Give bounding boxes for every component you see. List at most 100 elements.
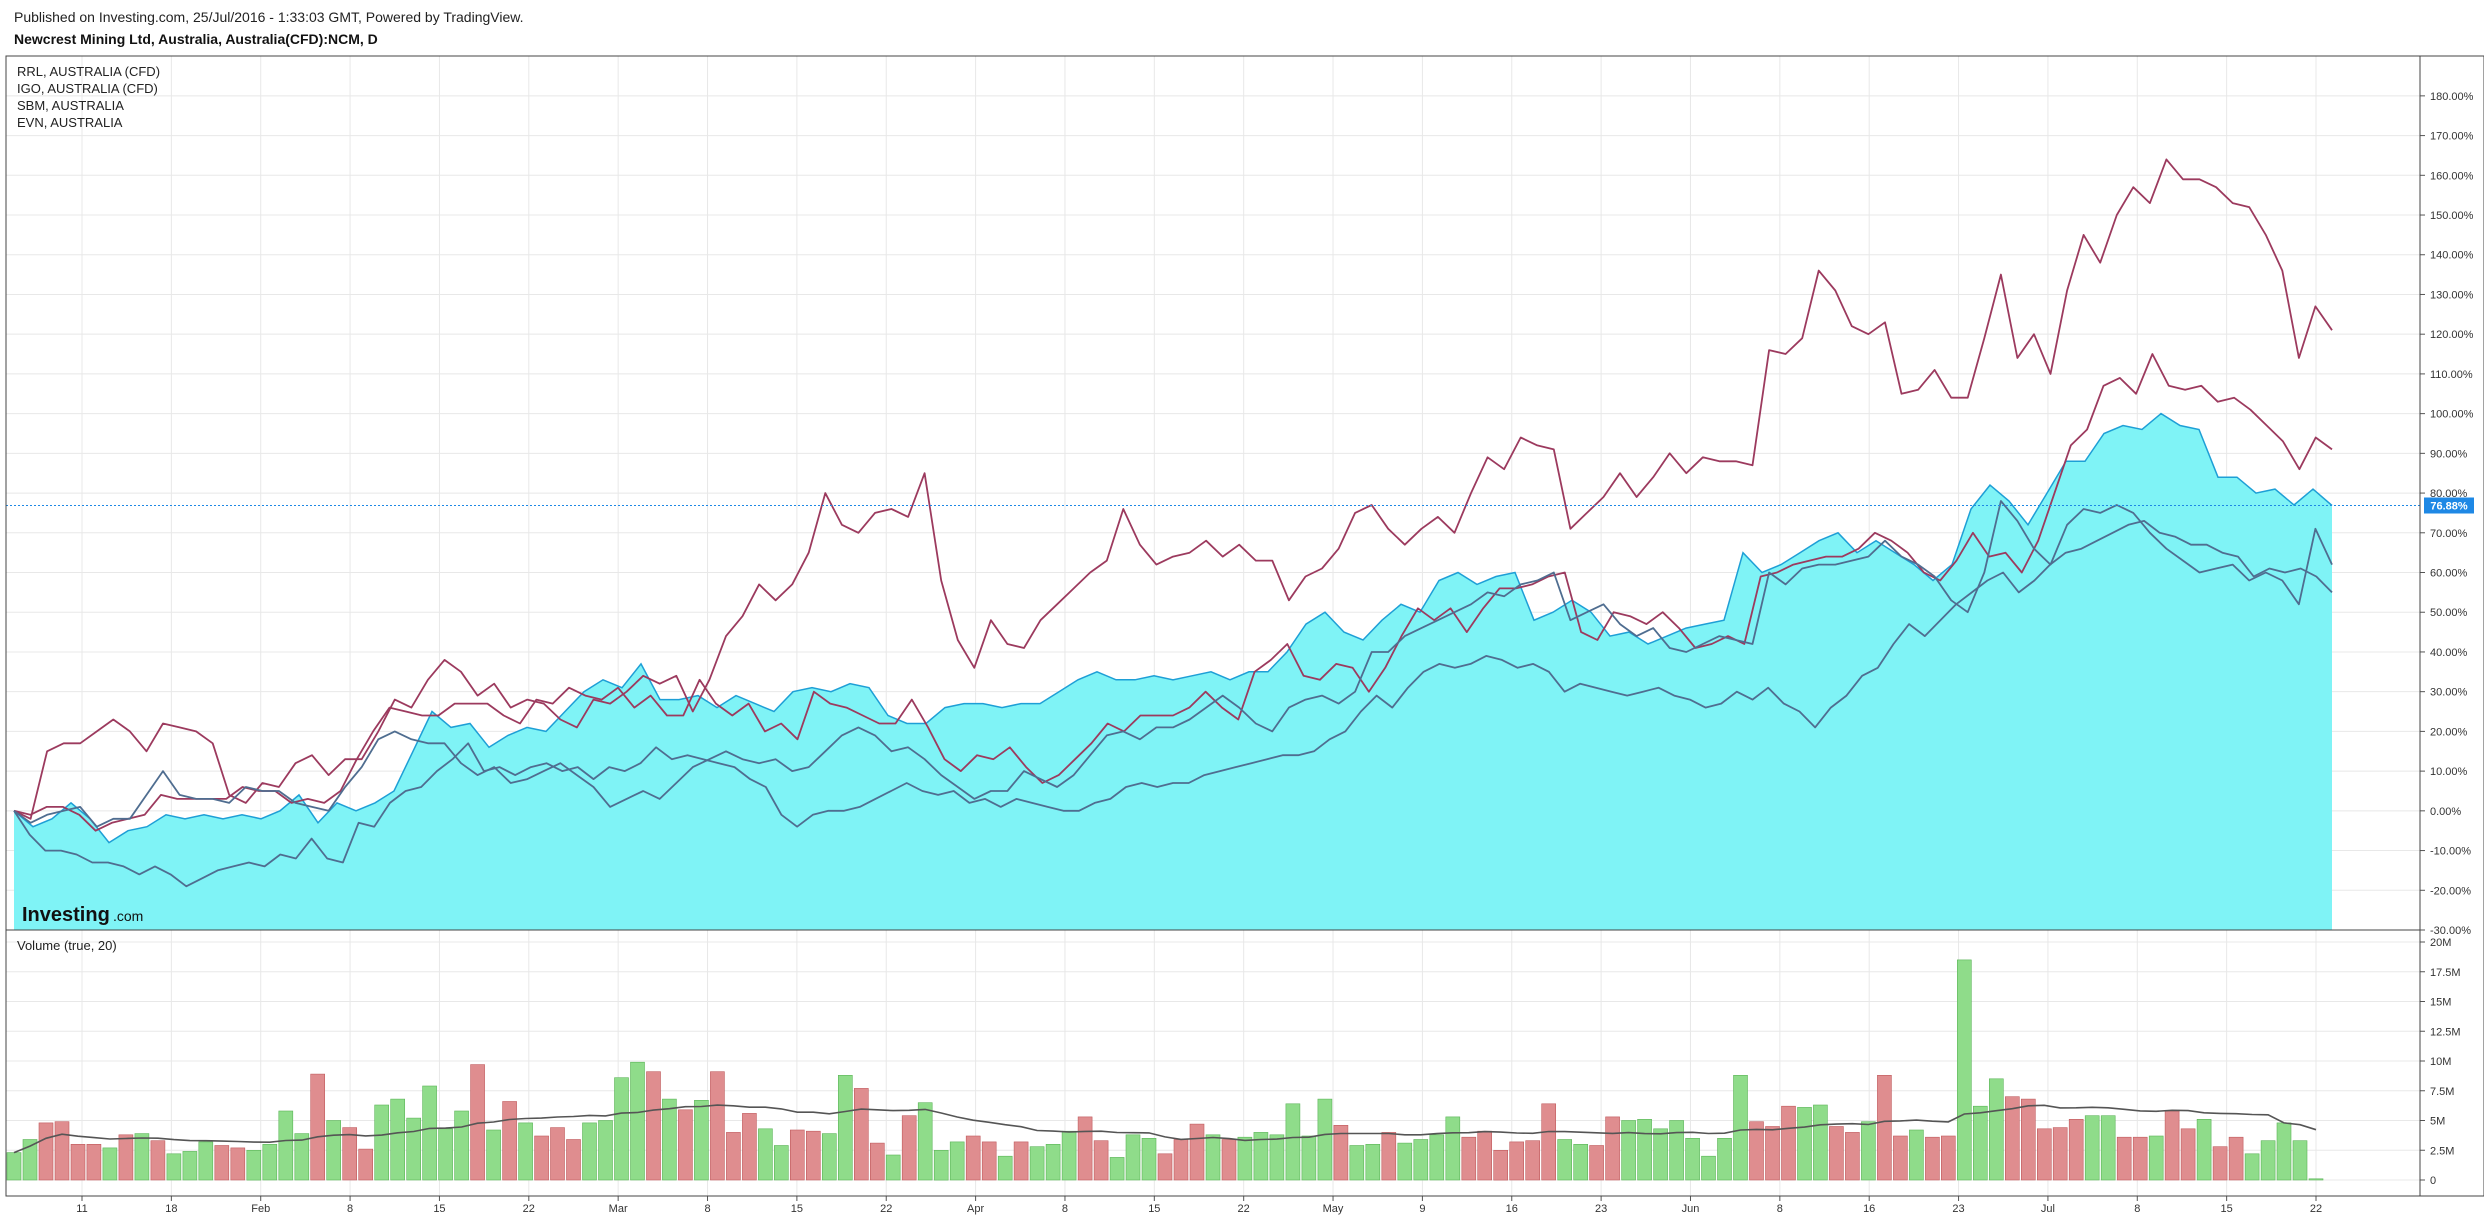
volume-bar — [1269, 1134, 1285, 1181]
price-tick-label: 110.00% — [2430, 369, 2473, 381]
volume-bar — [1477, 1130, 1492, 1181]
volume-bar — [885, 1154, 901, 1181]
volume-bar — [422, 1085, 437, 1181]
volume-bar — [278, 1110, 294, 1181]
chart-header: Published on Investing.com, 25/Jul/2016 … — [14, 6, 2414, 50]
volume-bar — [70, 1144, 86, 1181]
volume-bar — [342, 1127, 358, 1181]
volume-bar — [1557, 1139, 1572, 1181]
time-tick-label: 23 — [1952, 1203, 1964, 1215]
price-tick-label: 40.00% — [2430, 647, 2468, 659]
time-tick-label: 15 — [433, 1203, 445, 1215]
volume-bar — [742, 1113, 757, 1181]
area-fill — [14, 413, 2332, 931]
volume-bar — [678, 1109, 693, 1181]
volume-bar — [1205, 1134, 1221, 1181]
volume-bar — [1093, 1140, 1109, 1181]
price-tick-label: -10.00% — [2430, 846, 2471, 858]
y-axis-frame — [2419, 55, 2484, 1197]
volume-tick-label: 5M — [2430, 1116, 2445, 1128]
volume-bar — [2244, 1153, 2260, 1181]
time-tick-label: 22 — [1238, 1203, 1250, 1215]
volume-bar — [534, 1135, 549, 1181]
price-tick-label: 120.00% — [2430, 329, 2474, 341]
volume-bars — [6, 959, 2324, 1181]
volume-bar — [2132, 1136, 2148, 1181]
price-tick-label: 130.00% — [2430, 289, 2474, 301]
price-tick-label: 60.00% — [2430, 568, 2468, 580]
volume-tick-label: 17.5M — [2430, 967, 2461, 979]
volume-bar — [262, 1144, 278, 1181]
volume-bar — [2164, 1110, 2180, 1181]
volume-bar — [1829, 1126, 1844, 1181]
time-tick-label: 8 — [347, 1203, 353, 1215]
volume-tick-label: 10M — [2430, 1056, 2451, 1068]
volume-bar — [1237, 1136, 1253, 1181]
volume-bar — [758, 1128, 773, 1181]
time-tick-label: 8 — [1777, 1203, 1783, 1215]
volume-bar — [2116, 1136, 2132, 1181]
volume-bar — [1125, 1134, 1141, 1181]
volume-bar — [22, 1139, 38, 1181]
volume-bar — [1749, 1121, 1764, 1181]
legend-item-0: RRL, AUSTRALIA (CFD) — [17, 64, 160, 79]
volume-bar — [1765, 1126, 1780, 1181]
comparison-lines — [6, 158, 2420, 888]
time-tick-label: 22 — [523, 1203, 535, 1215]
volume-tick-label: 12.5M — [2430, 1026, 2461, 1038]
volume-bar — [1941, 1135, 1956, 1181]
volume-bar — [2100, 1115, 2116, 1181]
volume-bar — [134, 1133, 150, 1181]
volume-bar — [406, 1117, 422, 1181]
volume-bar — [1893, 1135, 1908, 1181]
published-line: Published on Investing.com, 25/Jul/2016 … — [14, 9, 524, 25]
volume-bar — [1845, 1132, 1860, 1181]
time-tick-label: 16 — [1506, 1203, 1518, 1215]
time-tick-label: May — [1323, 1203, 1344, 1215]
volume-bar — [2228, 1136, 2244, 1181]
price-tick-label: 10.00% — [2430, 766, 2468, 778]
volume-bar — [294, 1133, 310, 1181]
time-tick-label: Apr — [967, 1203, 984, 1215]
volume-bar — [694, 1100, 709, 1181]
compare-line-1 — [13, 353, 2333, 832]
price-tick-label: -20.00% — [2430, 885, 2471, 897]
time-tick-label: 15 — [1148, 1203, 1160, 1215]
volume-bar — [1045, 1144, 1061, 1181]
volume-bar — [374, 1104, 390, 1181]
volume-bar — [805, 1130, 821, 1181]
volume-bar — [502, 1101, 517, 1181]
price-tick-label: 20.00% — [2430, 726, 2468, 738]
volume-bar — [2196, 1119, 2212, 1181]
volume-bar — [214, 1145, 230, 1181]
volume-bar — [1141, 1138, 1157, 1181]
price-label-background — [2424, 497, 2474, 514]
volume-bar — [965, 1135, 981, 1181]
time-tick-label: 9 — [1419, 1203, 1425, 1215]
time-tick-label: Jul — [2041, 1203, 2055, 1215]
time-tick-label: 22 — [880, 1203, 892, 1215]
price-label-text: 76.88% — [2430, 501, 2468, 513]
volume-bar — [869, 1142, 885, 1181]
price-tick-label: 140.00% — [2430, 250, 2474, 262]
volume-bar — [1877, 1075, 1892, 1181]
time-tick-label: Feb — [251, 1203, 270, 1215]
time-tick-label: 16 — [1863, 1203, 1875, 1215]
volume-bar — [1333, 1125, 1349, 1181]
volume-bar — [2148, 1135, 2164, 1181]
volume-bar — [2292, 1140, 2308, 1181]
volume-bar — [933, 1150, 949, 1181]
volume-bar — [821, 1133, 837, 1181]
logo-main: Investing — [22, 904, 110, 926]
volume-bar — [198, 1141, 214, 1181]
time-tick-label: 15 — [2221, 1203, 2233, 1215]
volume-bar — [1797, 1107, 1812, 1181]
volume-bar — [662, 1098, 677, 1181]
volume-bar — [166, 1153, 182, 1181]
price-tick-label: 160.00% — [2430, 170, 2474, 182]
volume-bar — [358, 1148, 374, 1181]
volume-bar — [710, 1071, 725, 1181]
volume-bar — [1973, 1105, 1988, 1181]
legend-item-3: EVN, AUSTRALIA — [17, 115, 123, 130]
